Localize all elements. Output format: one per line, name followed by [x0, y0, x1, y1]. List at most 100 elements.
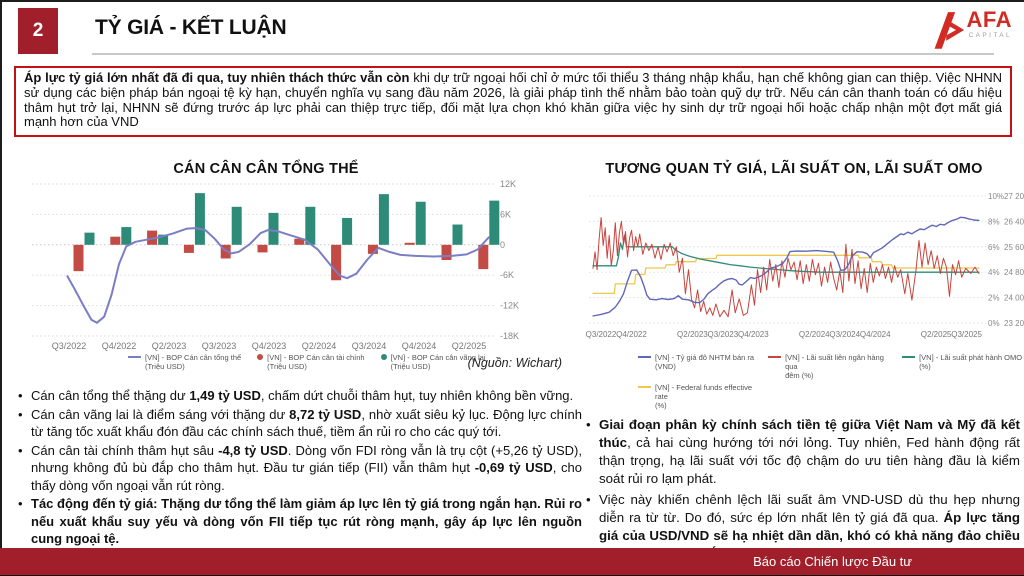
svg-text:6K: 6K — [500, 209, 511, 219]
svg-text:-6K: -6K — [500, 270, 514, 280]
text-segment: -4,8 tỷ USD — [218, 442, 288, 458]
bullet-icon: • — [18, 406, 23, 422]
logo-text-block: AFA CAPITAL — [967, 9, 1013, 40]
balance-section: CÁN CÂN CÂN TỔNG THỂ 12K 6K 0 -6K -12K -18K Q3… — [16, 161, 582, 549]
svg-text:24 000: 24 000 — [1004, 294, 1024, 303]
legend-marker-icon — [638, 386, 651, 388]
list-item: • Cán cân vãng lai là điểm sáng với thặng… — [16, 406, 582, 441]
text-segment: . Dòng vốn FDI ròng vẫn là trụ cột (+5,2… — [31, 442, 582, 476]
svg-text:26 400: 26 400 — [1004, 217, 1024, 226]
svg-text:0%: 0% — [988, 319, 1000, 328]
svg-text:Q4/2024: Q4/2024 — [402, 341, 437, 351]
legend-marker-icon — [768, 356, 782, 358]
legend-marker-icon — [902, 356, 916, 358]
bullet-icon: • — [18, 442, 23, 458]
svg-text:Q3/2024: Q3/2024 — [352, 341, 387, 351]
logo-text: AFA — [966, 7, 1012, 32]
footer-label: Báo cáo Chiến lược Đầu tư — [753, 554, 912, 569]
text-segment: 8,72 tỷ USD — [289, 406, 362, 422]
text-segment: Giai đoạn phân kỳ chính sách tiền tệ giữ… — [599, 417, 1020, 450]
svg-text:Q4/2024: Q4/2024 — [860, 330, 891, 339]
legend-marker-icon — [638, 356, 651, 358]
list-item: • Cán cân tài chính thâm hụt sâu -4,8 tỷ … — [16, 442, 582, 495]
text-segment: , chấm dứt chuỗi thâm hụt, tuy nhiên khô… — [260, 388, 574, 403]
legend-item: [VN] - Tỷ giá đô NHTM bán ra (VND) — [638, 353, 754, 380]
text-segment: Tác động đến tỷ giá: Thặng dư tổng thể l… — [31, 496, 582, 546]
svg-text:Q2/2024: Q2/2024 — [799, 330, 830, 339]
legend-item: [VN] - BOP Cán cân vãng lai (Triệu USD) — [380, 353, 486, 381]
svg-text:6%: 6% — [988, 243, 1000, 252]
svg-text:27 200: 27 200 — [1004, 192, 1024, 201]
company-logo: AFA CAPITAL — [931, 9, 1013, 51]
svg-text:8%: 8% — [988, 217, 1000, 226]
legend-label: [VN] - Federal funds effective rate (%) — [655, 383, 752, 410]
legend-label: [VN] - Lãi suất liên ngân hàng qua đêm (… — [785, 353, 884, 380]
svg-text:25 600: 25 600 — [1004, 243, 1024, 252]
balance-chart: 12K 6K 0 -6K -12K -18K Q3/2022 Q4/2022 Q2/2023 Q3… — [32, 179, 519, 351]
bullet-icon: • — [586, 417, 591, 432]
svg-text:2%: 2% — [988, 294, 1000, 303]
svg-text:-18K: -18K — [500, 331, 519, 341]
legend-label: [VN] - BOP Cán cân vãng lai (Triệu USD) — [390, 353, 486, 371]
svg-text:Q3/2023: Q3/2023 — [202, 341, 237, 351]
slide-number-badge: 2 — [18, 8, 58, 54]
text-segment: , nhờ xuất siêu kỷ lục. Động lực chính t… — [31, 406, 582, 440]
svg-text:0: 0 — [500, 240, 505, 250]
fx-section: TƯƠNG QUAN TỶ GIÁ, LÃI SUẤT ON, LÃI SUẤT… — [584, 161, 1024, 566]
window-top-edge — [0, 0, 1024, 2]
svg-text:Q2/2025: Q2/2025 — [921, 330, 952, 339]
legend-label: [VN] - BOP Cán cân tổng thể (Triệu USD) — [145, 353, 242, 371]
text-segment: khi dự trữ ngoại hối chỉ ở mức tối thiểu… — [24, 70, 1003, 130]
footer-bar: Báo cáo Chiến lược Đầu tư — [0, 548, 1024, 576]
svg-text:Q2/2025: Q2/2025 — [452, 341, 487, 351]
legend-item: [VN] - Lãi suất liên ngân hàng qua đêm (… — [768, 353, 888, 380]
svg-text:Q4/2023: Q4/2023 — [252, 341, 287, 351]
balance-chart-title: CÁN CÂN CÂN TỔNG THỂ — [173, 161, 359, 177]
list-item: • Giai đoạn phân kỳ chính sách tiền tệ gi… — [584, 416, 1020, 488]
legend-item: [VN] - Lãi suất phát hành OMO (%) — [902, 353, 1022, 380]
window-left-edge — [0, 0, 2, 576]
svg-text:4%: 4% — [988, 268, 1000, 277]
text-segment: -0,69 tỷ USD — [474, 460, 553, 475]
bullet-icon: • — [18, 388, 23, 403]
text-segment: , cho thấy dòng vốn ngoại vẫn rút ròng. — [31, 460, 582, 493]
bullet-icon: • — [586, 492, 591, 507]
header-divider — [92, 53, 994, 55]
svg-text:Q2/2023: Q2/2023 — [677, 330, 708, 339]
slide-number: 2 — [32, 20, 44, 41]
balance-chart-legend: (Nguồn: Wichart) [VN] - BOP Cán cân tổng… — [16, 353, 568, 381]
logo-subtext: CAPITAL — [968, 32, 1012, 39]
fx-chart-title: TƯƠNG QUAN TỶ GIÁ, LÃI SUẤT ON, LÃI SUẤT… — [605, 161, 983, 177]
legend-label: [VN] - BOP Cán cân tài chính (Triệu USD) — [267, 353, 365, 371]
svg-text:24 800: 24 800 — [1004, 268, 1024, 277]
svg-text:Q4/2023: Q4/2023 — [738, 330, 769, 339]
svg-text:Q2/2023: Q2/2023 — [152, 341, 187, 351]
page-title: TỶ GIÁ - KẾT LUẬN — [95, 16, 287, 39]
svg-text:Q3/2022: Q3/2022 — [52, 341, 87, 351]
fx-notes-list: • Giai đoạn phân kỳ chính sách tiền tệ gi… — [584, 416, 1024, 563]
summary-box: Áp lực tỷ giá lớn nhất đã đi qua, tuy nh… — [14, 66, 1012, 138]
svg-text:Q2/2024: Q2/2024 — [302, 341, 337, 351]
list-item: • Tác động đến tỷ giá: Thặng dư tổng thể … — [16, 495, 582, 548]
fx-rates-chart: 10%27 200 8% 26 400 6% 25 600 4% 24 800 2% 24 00… — [586, 192, 1024, 339]
legend-label: [VN] - Lãi suất phát hành OMO (%) — [919, 353, 1023, 371]
svg-text:12K: 12K — [500, 179, 516, 189]
legend-item: [VN] - Federal funds effective rate (%) — [638, 383, 758, 410]
legend-item: [VN] - BOP Cán cân tài chính (Triệu USD) — [257, 353, 365, 381]
legend-marker-icon — [128, 356, 141, 358]
svg-text:-12K: -12K — [500, 301, 519, 311]
legend-marker-icon — [380, 354, 387, 360]
svg-text:23 200: 23 200 — [1004, 319, 1024, 328]
logo-mark-icon — [934, 12, 964, 49]
source-note: (Nguồn: Wichart) — [467, 356, 562, 370]
text-segment: Việc này khiến chênh lệch lãi suất âm VN… — [599, 492, 1020, 525]
svg-text:Q3/2022: Q3/2022 — [586, 330, 617, 339]
fx-chart-legend: [VN] - Tỷ giá đô NHTM bán ra (VND) [VN] -… — [584, 353, 1024, 410]
svg-text:Q4/2022: Q4/2022 — [616, 330, 647, 339]
legend-marker-icon — [257, 354, 264, 360]
svg-text:Q3/2024: Q3/2024 — [829, 330, 860, 339]
list-item: • Cán cân tổng thể thặng dư 1,49 tỷ USD, … — [16, 387, 582, 405]
text-segment: , cả hai cùng hướng tới nới lỏng. Tuy nh… — [599, 435, 1020, 486]
text-segment: Cán cân tài chính thâm hụt sâu — [31, 442, 219, 458]
bullet-icon: • — [18, 496, 23, 511]
